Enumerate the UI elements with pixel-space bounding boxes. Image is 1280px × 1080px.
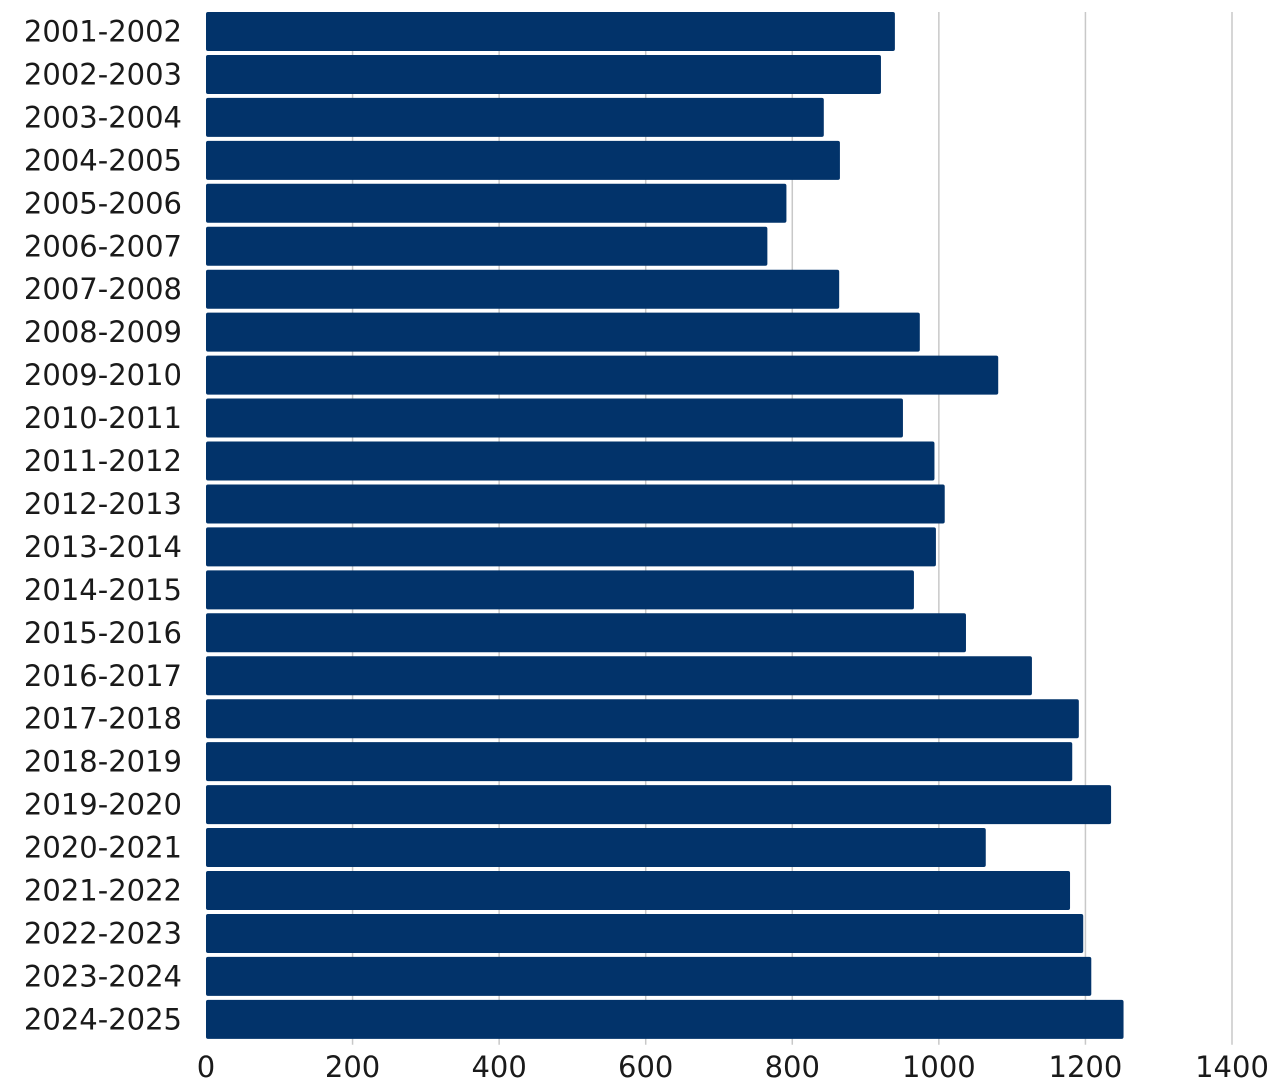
bar-2007-2008 [206,269,840,309]
x-tick-label-1200: 1200 [1049,1050,1123,1080]
bar-2003-2004 [206,97,824,137]
x-tick-label-1000: 1000 [902,1050,976,1080]
category-label-2016-2017: 2016-2017 [24,659,182,693]
category-label-2020-2021: 2020-2021 [24,831,182,865]
bar-2001-2002 [206,12,895,51]
bar-2012-2013 [206,484,945,524]
bar-2017-2018 [206,699,1079,739]
category-label-2023-2024: 2023-2024 [24,959,182,993]
category-label-2017-2018: 2017-2018 [24,702,182,736]
category-label-2012-2013: 2012-2013 [24,487,182,521]
category-label-2018-2019: 2018-2019 [24,745,182,779]
category-label-2010-2011: 2010-2011 [24,401,182,435]
category-label-2003-2004: 2003-2004 [24,100,182,134]
bar-2008-2009 [206,312,920,352]
category-label-2008-2009: 2008-2009 [24,315,182,349]
category-label-2021-2022: 2021-2022 [24,874,182,908]
category-label-2004-2005: 2004-2005 [24,143,182,177]
category-label-2009-2010: 2009-2010 [24,358,182,392]
category-labels: 2001-2002 2002-2003 2003-2004 2004-2005 2005… [24,15,182,1037]
category-label-2019-2020: 2019-2020 [24,788,182,822]
category-label-2007-2008: 2007-2008 [24,272,182,306]
bar-2022-2023 [206,913,1084,953]
bar-2014-2015 [206,570,914,610]
category-label-2013-2014: 2013-2014 [24,530,182,564]
category-label-2006-2007: 2006-2007 [24,229,182,263]
bar-2011-2012 [206,441,935,481]
bars-layer [206,12,1124,1039]
bar-2024-2025 [206,999,1124,1039]
category-label-2014-2015: 2014-2015 [24,573,182,607]
category-label-2005-2006: 2005-2006 [24,186,182,220]
bar-2023-2024 [206,956,1092,996]
bar-2020-2021 [206,828,986,868]
x-tick-label-600: 600 [618,1050,673,1080]
category-label-2015-2016: 2015-2016 [24,616,182,650]
bar-2010-2011 [206,398,903,438]
category-label-2011-2012: 2011-2012 [24,444,182,478]
bar-2002-2003 [206,54,881,94]
category-label-2024-2025: 2024-2025 [24,1002,182,1036]
x-tick-label-800: 800 [765,1050,820,1080]
category-label-2001-2002: 2001-2002 [24,15,182,49]
bar-2005-2006 [206,183,787,223]
bar-2021-2022 [206,871,1071,910]
bar-2019-2020 [206,785,1112,825]
x-tick-label-200: 200 [325,1050,380,1080]
bar-2006-2007 [206,226,768,266]
category-label-2002-2003: 2002-2003 [24,57,182,91]
x-tick-label-400: 400 [471,1050,526,1080]
bar-2018-2019 [206,742,1073,782]
bar-2009-2010 [206,355,999,395]
bar-2004-2005 [206,140,840,180]
bar-2015-2016 [206,613,966,653]
category-label-2022-2023: 2022-2023 [24,916,182,950]
bar-2013-2014 [206,527,936,567]
x-axis-tick-labels: 0 200 400 600 800 1000 1200 1400 [197,1050,1269,1080]
x-tick-label-0: 0 [197,1050,215,1080]
x-tick-label-1400: 1400 [1195,1050,1269,1080]
bar-2016-2017 [206,656,1032,696]
